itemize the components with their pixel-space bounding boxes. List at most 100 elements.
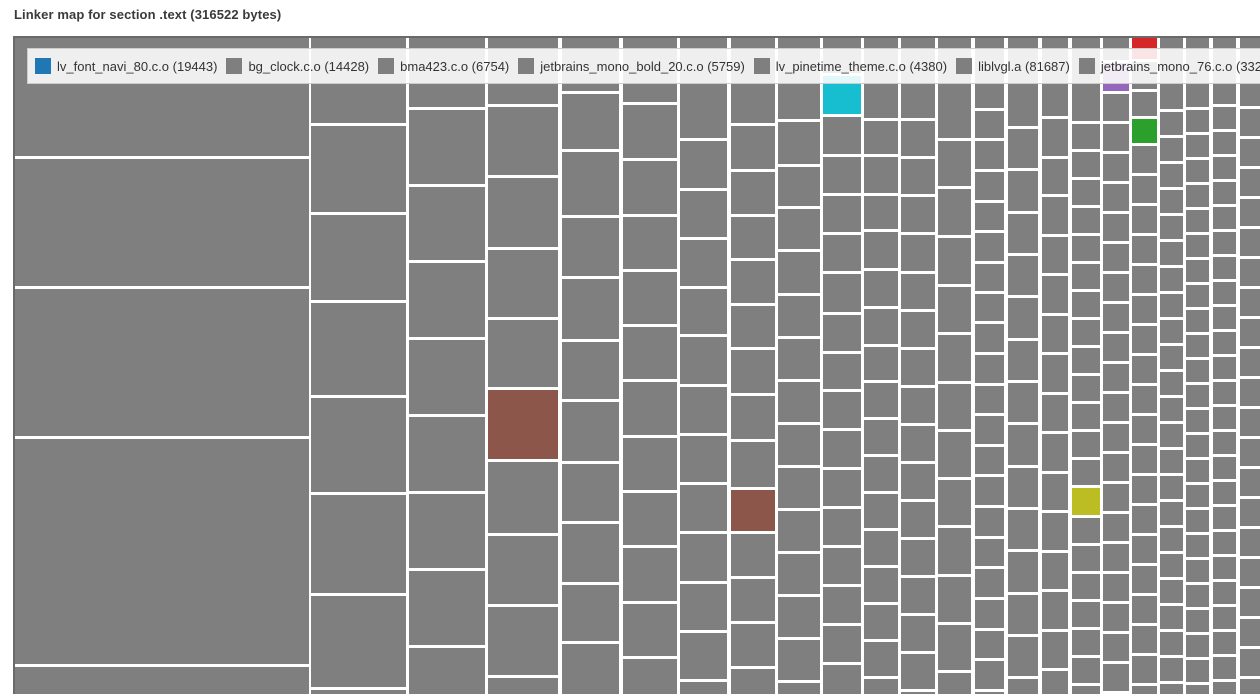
treemap-cell[interactable] [1186, 410, 1209, 432]
treemap-cell[interactable] [975, 386, 1004, 413]
treemap-cell[interactable] [938, 432, 971, 477]
treemap-cell[interactable] [1103, 394, 1129, 421]
treemap-cell-brown[interactable] [731, 490, 775, 531]
treemap-cell[interactable] [562, 152, 619, 215]
treemap-cell[interactable] [680, 436, 727, 482]
treemap-cell[interactable] [1132, 566, 1157, 593]
treemap-cell[interactable] [864, 383, 898, 417]
treemap-cell[interactable] [938, 625, 971, 670]
treemap-cell[interactable] [15, 289, 309, 436]
treemap-cell[interactable] [864, 531, 898, 565]
treemap-cell[interactable] [1103, 514, 1129, 541]
treemap-cell[interactable] [1240, 289, 1260, 316]
treemap-cell[interactable] [1072, 686, 1100, 694]
treemap-cell[interactable] [1186, 585, 1209, 607]
treemap-cell[interactable] [864, 121, 898, 154]
treemap-cell[interactable] [1213, 207, 1236, 229]
treemap-cell[interactable] [823, 392, 861, 428]
treemap-cell[interactable] [1042, 197, 1068, 234]
treemap-cell[interactable] [1042, 119, 1068, 156]
treemap-cell[interactable] [1072, 460, 1100, 485]
treemap-cell-olive[interactable] [1072, 488, 1100, 515]
treemap-cell[interactable] [1160, 216, 1183, 239]
treemap-cell[interactable] [1186, 160, 1209, 182]
treemap-cell[interactable] [1103, 334, 1129, 361]
treemap-cell[interactable] [680, 240, 727, 286]
treemap-cell[interactable] [1160, 164, 1183, 187]
treemap-cell[interactable] [1132, 92, 1157, 116]
treemap-cell[interactable] [1240, 589, 1260, 616]
treemap-cell[interactable] [1008, 171, 1038, 211]
treemap-cell[interactable] [1186, 685, 1209, 694]
treemap-cell[interactable] [562, 279, 619, 339]
treemap-cell[interactable] [901, 540, 935, 575]
treemap-cell[interactable] [1042, 592, 1068, 629]
treemap-cell[interactable] [1240, 619, 1260, 646]
treemap-cell[interactable] [1213, 482, 1236, 504]
treemap-cell[interactable] [1160, 346, 1183, 369]
treemap-cell[interactable] [1186, 310, 1209, 332]
treemap-cell[interactable] [623, 161, 677, 214]
treemap-cell[interactable] [562, 585, 619, 641]
treemap-cell[interactable] [1240, 109, 1260, 136]
treemap-cell[interactable] [938, 238, 971, 284]
treemap-cell[interactable] [1132, 446, 1157, 473]
treemap-cell[interactable] [1103, 484, 1129, 511]
treemap-cell[interactable] [1132, 296, 1157, 323]
treemap-cell[interactable] [1132, 356, 1157, 383]
treemap-cell[interactable] [311, 126, 406, 212]
treemap-cell[interactable] [864, 271, 898, 306]
treemap-cell[interactable] [1213, 432, 1236, 454]
treemap-cell[interactable] [1072, 630, 1100, 655]
treemap-cell[interactable] [731, 442, 775, 487]
treemap-cell[interactable] [975, 111, 1004, 138]
treemap-cell[interactable] [823, 470, 861, 506]
treemap-cell[interactable] [731, 534, 775, 576]
treemap-cell[interactable] [1008, 679, 1038, 694]
treemap-cell[interactable] [823, 274, 861, 312]
treemap-cell[interactable] [1186, 610, 1209, 632]
treemap-cell[interactable] [562, 402, 619, 461]
treemap-cell[interactable] [488, 607, 558, 675]
treemap-cell[interactable] [778, 209, 820, 249]
treemap-cell[interactable] [1103, 304, 1129, 331]
treemap-cell[interactable] [562, 464, 619, 521]
treemap-cell[interactable] [1213, 582, 1236, 604]
treemap-cell[interactable] [1160, 580, 1183, 603]
treemap-cell[interactable] [1072, 518, 1100, 543]
treemap-cell[interactable] [1213, 157, 1236, 179]
treemap-cell[interactable] [1042, 474, 1068, 510]
treemap-cell[interactable] [1240, 199, 1260, 226]
treemap-cell[interactable] [778, 339, 820, 379]
treemap-cell[interactable] [623, 327, 677, 379]
treemap-cell[interactable] [1213, 332, 1236, 354]
treemap-cell[interactable] [1103, 154, 1129, 181]
treemap-cell[interactable] [778, 252, 820, 293]
treemap-cell[interactable] [1240, 439, 1260, 466]
treemap-cell[interactable] [1103, 574, 1129, 601]
treemap-cell[interactable] [409, 648, 485, 694]
treemap-cell[interactable] [901, 121, 935, 156]
treemap-cell[interactable] [731, 579, 775, 621]
treemap-cell[interactable] [1103, 94, 1129, 121]
treemap-cell[interactable] [1213, 557, 1236, 579]
treemap-cell[interactable] [864, 309, 898, 344]
treemap-cell[interactable] [1072, 602, 1100, 627]
treemap-cell[interactable] [1072, 180, 1100, 205]
treemap-cell[interactable] [1042, 513, 1068, 550]
treemap-cell[interactable] [864, 679, 898, 694]
treemap-cell[interactable] [1213, 357, 1236, 379]
treemap-cell[interactable] [975, 141, 1004, 169]
treemap-cell[interactable] [938, 673, 971, 694]
treemap-cell[interactable] [823, 235, 861, 271]
treemap-cell[interactable] [778, 425, 820, 465]
treemap-cell[interactable] [1186, 360, 1209, 382]
treemap-cell[interactable] [1160, 554, 1183, 577]
treemap-cell[interactable] [864, 232, 898, 268]
treemap-cell[interactable] [1042, 395, 1068, 431]
treemap-cell[interactable] [1160, 372, 1183, 395]
treemap-cell[interactable] [975, 539, 1004, 566]
treemap-cell[interactable] [1132, 206, 1157, 233]
treemap-cell[interactable] [1240, 319, 1260, 346]
treemap-cell[interactable] [975, 661, 1004, 689]
